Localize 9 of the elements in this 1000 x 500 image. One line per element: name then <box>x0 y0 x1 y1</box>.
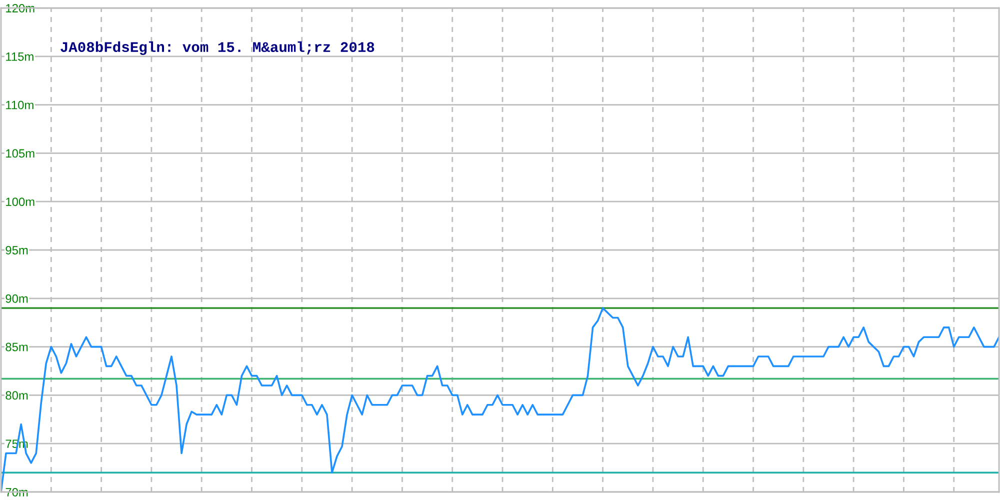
y-tick-label: 100m <box>6 198 34 206</box>
y-tick-label: 85m <box>6 342 28 352</box>
y-tick-label: 110m <box>6 100 34 110</box>
y-tick-label: 90m <box>6 294 28 303</box>
y-tick-label: 80m <box>6 391 28 400</box>
y-tick-label: 115m <box>6 52 34 61</box>
y-tick-label: 95m <box>6 246 28 254</box>
y-tick-label: 105m <box>6 149 34 158</box>
text: JA08bFdsEgln: vom 15. M&auml;rz 2018 <box>60 41 374 55</box>
